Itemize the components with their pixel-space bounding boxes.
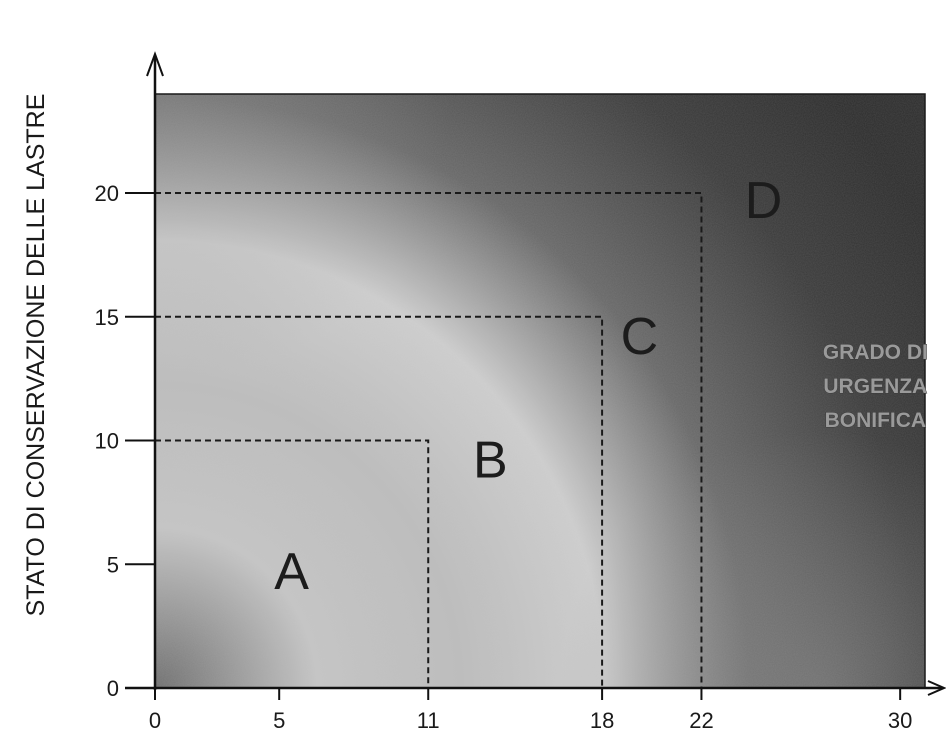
x-tick-label: 11 bbox=[417, 708, 440, 733]
zone-label-b: B bbox=[473, 432, 508, 490]
x-axis-arrow bbox=[927, 680, 946, 696]
x-tick-label: 18 bbox=[590, 708, 614, 733]
plot-grain bbox=[155, 94, 925, 688]
zone-boundary-c bbox=[155, 192, 703, 688]
x-tick-label: 22 bbox=[689, 708, 713, 733]
zone-label-d: D bbox=[745, 172, 783, 230]
y-tick-label: 10 bbox=[95, 429, 119, 454]
zone-boundary-b bbox=[155, 315, 604, 688]
y-axis-arrow bbox=[146, 51, 164, 77]
y-axis-label: STATO DI CONSERVAZIONE DELLE LASTRE bbox=[22, 94, 50, 617]
urgency-line-3: BONIFICA bbox=[825, 409, 927, 432]
zone-label-a: A bbox=[274, 543, 309, 601]
zone-labels: A B C D bbox=[274, 172, 782, 601]
zone-label-c: C bbox=[621, 308, 659, 366]
zone-boundary-a bbox=[155, 439, 430, 688]
x-tick-label: 5 bbox=[273, 708, 285, 733]
urgency-line-1: GRADO DI bbox=[823, 341, 928, 364]
x-tick-label: 30 bbox=[888, 708, 912, 733]
y-tick-label: 0 bbox=[107, 676, 119, 701]
plot-background bbox=[154, 93, 926, 689]
axes bbox=[125, 51, 946, 696]
y-tick-label: 20 bbox=[95, 181, 119, 206]
x-tick-label: 0 bbox=[149, 708, 161, 733]
y-tick-label: 15 bbox=[95, 305, 119, 330]
ticks: 0 5 11 18 22 30 0 5 10 15 20 bbox=[95, 181, 913, 733]
zone-boundaries bbox=[155, 192, 703, 688]
y-tick-label: 5 bbox=[107, 552, 119, 577]
urgency-line-2: URGENZA bbox=[823, 375, 927, 398]
